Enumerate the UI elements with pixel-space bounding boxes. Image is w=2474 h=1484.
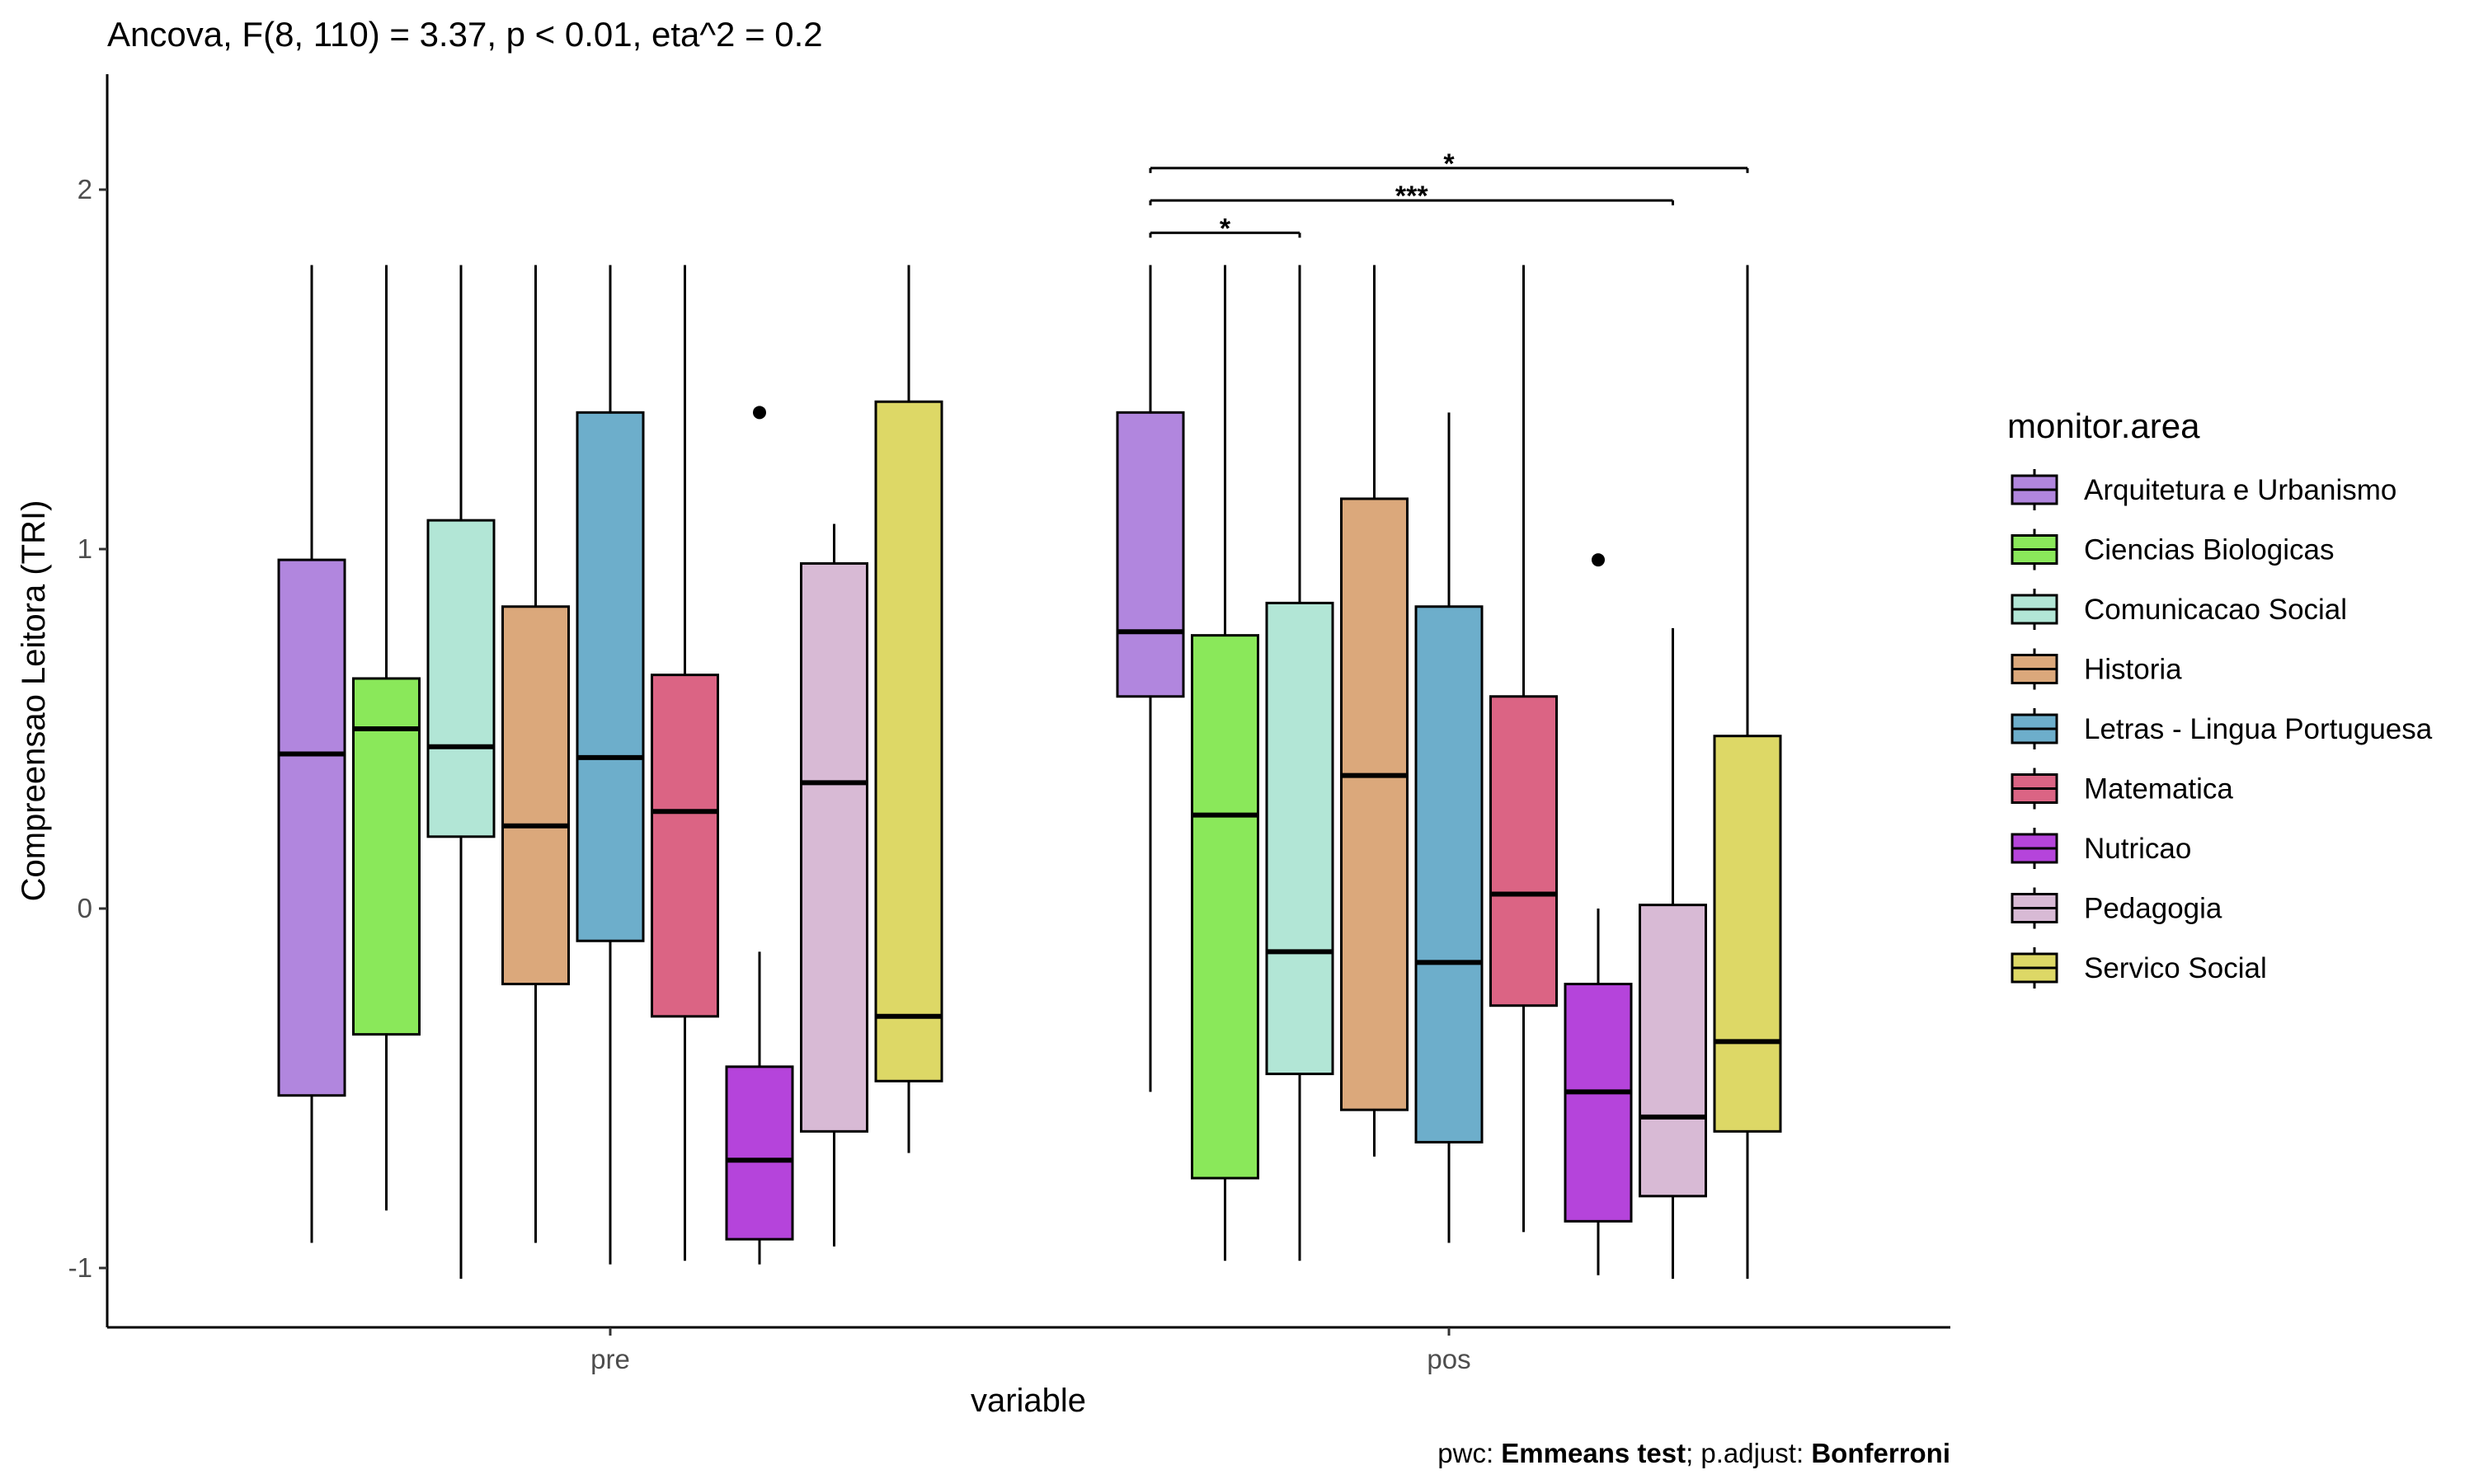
caption-pwc-label: pwc: [1437,1438,1501,1468]
box-iqr [725,1065,794,1241]
box-pre-6 [725,406,794,1265]
box-iqr [277,558,346,1097]
y-tick-label: 1 [78,533,92,564]
box-pos-8 [1713,265,1782,1280]
legend-item: Letras - Lingua Portuguesa [2011,708,2433,749]
box-iqr [1414,605,1484,1144]
significance-label: * [1220,213,1231,244]
box-pos-4 [1414,412,1484,1243]
legend-label: Servico Social [2084,952,2267,984]
box-iqr [800,561,868,1133]
box-pos-6 [1564,553,1633,1275]
box-iqr [1340,497,1409,1111]
box-pre-2 [426,265,496,1280]
outlier-point [1592,553,1605,567]
box-pre-1 [352,265,421,1211]
box-pos-5 [1489,265,1558,1233]
outlier-point [753,406,766,420]
box-pre-8 [874,265,943,1153]
box-iqr [426,519,496,838]
caption: pwc: Emmeans test; p.adjust: Bonferroni [1437,1438,1950,1468]
legend-label: Ciencias Biologicas [2084,534,2334,566]
significance-bracket: * [1149,148,1749,180]
legend-label: Arquitetura e Urbanismo [2084,474,2396,506]
box-pos-3 [1340,265,1409,1157]
caption-test-name: Emmeans test [1501,1438,1686,1468]
significance-label: *** [1395,181,1428,212]
legend-title: monitor.area [2007,406,2200,445]
box-pre-0 [277,265,346,1243]
box-iqr [1713,735,1782,1133]
legend-label: Letras - Lingua Portuguesa [2084,713,2433,745]
legend-label: Comunicacao Social [2084,594,2347,626]
legend-item: Pedagogia [2011,887,2222,929]
legend: Arquitetura e Urbanismo Ciencias Biologic… [2011,469,2433,989]
plot-area: ***** [277,148,1782,1280]
box-iqr [352,677,421,1036]
legend-label: Historia [2084,654,2182,686]
significance-bracket: *** [1149,181,1674,212]
box-iqr [1191,634,1259,1180]
box-iqr [874,400,943,1082]
caption-adjust-label: ; p.adjust: [1686,1438,1811,1468]
box-iqr [576,411,645,942]
legend-item: Matematica [2011,768,2233,810]
box-iqr [501,605,570,986]
legend-label: Pedagogia [2084,893,2222,925]
x-axis-ticks: pre pos [590,1327,1471,1374]
box-iqr [1564,983,1633,1223]
box-pre-3 [501,265,570,1243]
significance-label: * [1443,148,1455,180]
chart-title: Ancova, F(8, 110) = 3.37, p < 0.01, eta^… [107,15,823,54]
legend-item: Arquitetura e Urbanismo [2011,469,2396,510]
box-pre-4 [576,265,645,1265]
box-pre-7 [800,524,868,1247]
legend-label: Matematica [2084,773,2233,805]
x-axis-title: variable [971,1383,1086,1419]
caption-adjust-method: Bonferroni [1811,1438,1950,1468]
box-pos-0 [1116,265,1185,1092]
y-tick-label: 2 [78,174,92,204]
box-pos-7 [1639,627,1707,1280]
legend-label: Nutricao [2084,833,2191,865]
x-tick-label-pre: pre [590,1344,630,1374]
y-tick-label: -1 [68,1252,92,1283]
legend-item: Servico Social [2011,947,2267,989]
box-pos-2 [1265,265,1334,1261]
x-tick-label-pos: pos [1427,1344,1470,1374]
y-axis-title: Compreensao Leitora (TRI) [16,500,52,902]
y-tick-label: 0 [78,893,92,923]
legend-item: Nutricao [2011,828,2191,869]
box-pos-1 [1191,265,1259,1261]
y-axis-ticks: -1 0 1 2 [68,174,107,1283]
box-iqr [1116,411,1185,698]
significance-bracket: * [1149,213,1301,244]
box-pre-5 [651,265,719,1261]
box-iqr [1489,695,1558,1007]
legend-item: Ciencias Biologicas [2011,528,2334,571]
box-iqr [1639,904,1707,1198]
box-iqr [651,674,719,1018]
legend-item: Comunicacao Social [2011,589,2347,630]
box-iqr [1265,601,1334,1076]
legend-item: Historia [2011,648,2182,690]
